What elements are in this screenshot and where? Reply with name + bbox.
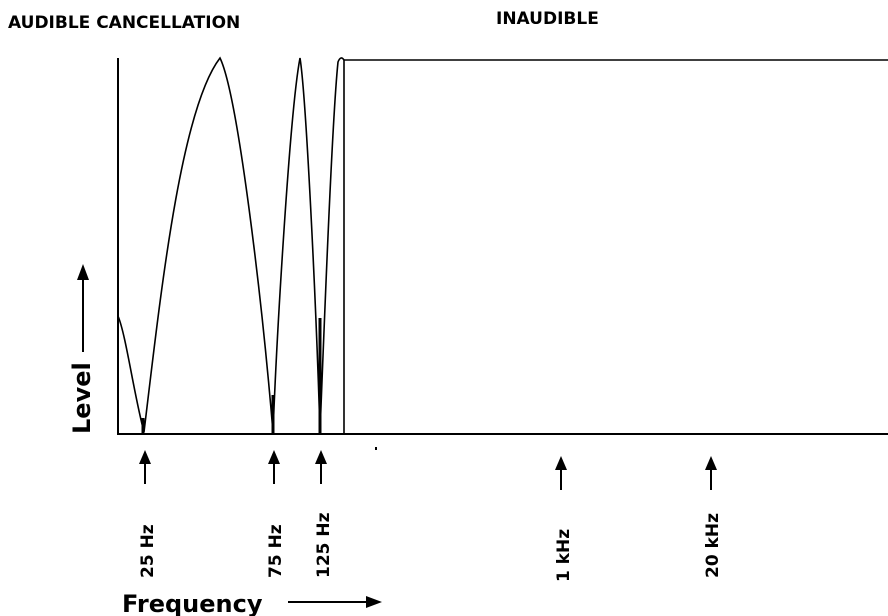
x-axis-label: Frequency [122,590,263,616]
inaudible-flat-response [343,59,888,434]
marker-arrow-25hz-icon [139,450,151,484]
marker-label-75hz: 75 Hz [266,524,286,578]
marker-label-20khz: 20 kHz [703,513,723,578]
axis-dot [375,447,377,450]
marker-arrow-125hz-icon [315,450,327,484]
y-axis-label: Level [68,362,96,434]
heading-inaudible: INAUDIBLE [496,9,599,29]
marker-label-1khz: 1 kHz [554,529,574,582]
heading-audible-cancellation: AUDIBLE CANCELLATION [8,13,240,33]
marker-label-125hz: 125 Hz [314,512,334,578]
marker-arrow-20khz-icon [705,456,717,490]
marker-label-25hz: 25 Hz [138,524,158,578]
comb-filter-curve [117,56,345,433]
marker-arrow-75hz-icon [268,450,280,484]
level-arrow-icon [77,264,89,352]
marker-arrow-1khz-icon [555,456,567,490]
frequency-arrow-icon [288,596,382,608]
